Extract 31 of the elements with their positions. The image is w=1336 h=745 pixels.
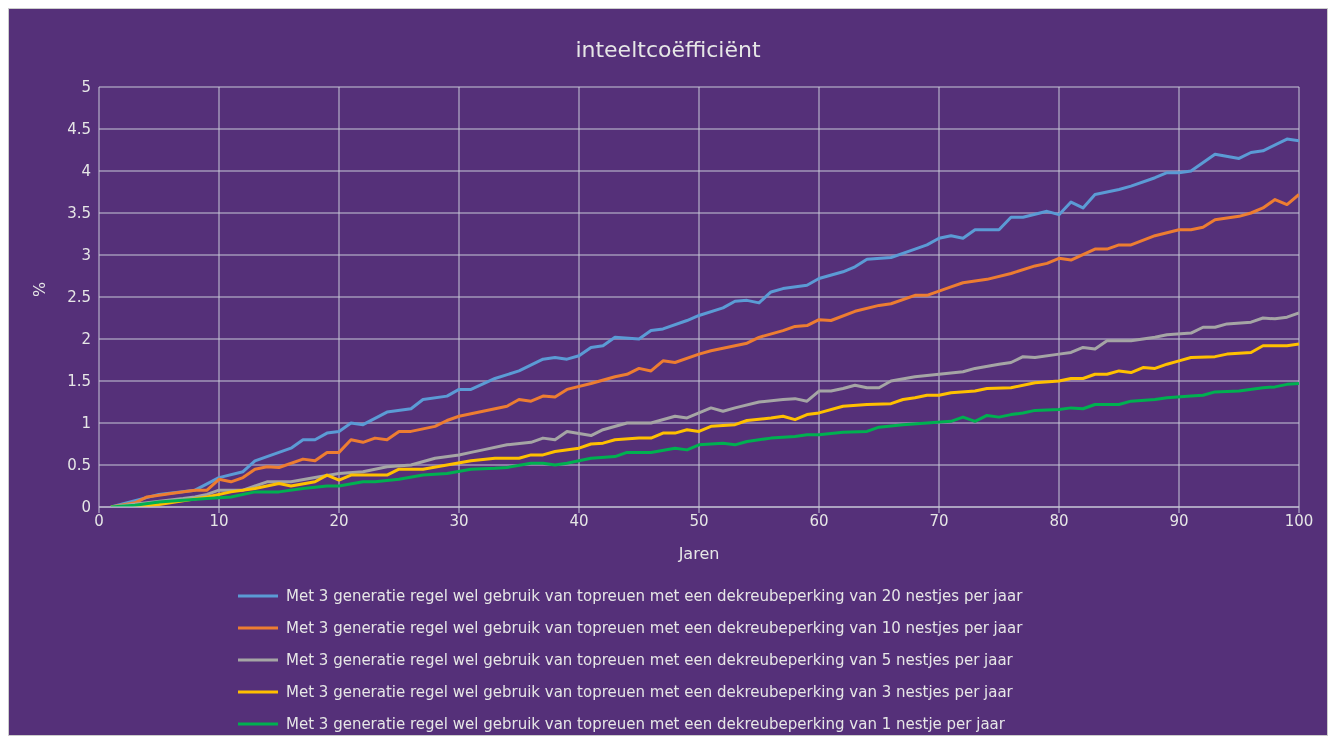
- x-tick-label: 0: [94, 511, 104, 530]
- y-tick-label: 0.5: [67, 456, 91, 475]
- x-tick-label: 20: [329, 511, 349, 530]
- x-tick-label: 90: [1169, 511, 1189, 530]
- y-tick-label: 4.5: [67, 120, 91, 139]
- chart-title: inteeltcoëfficiënt: [574, 36, 762, 64]
- legend-label: Met 3 generatie regel wel gebruik van topreuen met een dekreubeperking van 1 nestje per jaar: [286, 715, 1005, 733]
- legend-label: Met 3 generatie regel wel gebruik van topreuen met een dekreubeperking van 3 nestjes per jaar: [286, 683, 1013, 701]
- legend-label: Met 3 generatie regel wel gebruik van topreuen met een dekreubeperking van 10 nestjes per jaar: [286, 619, 1023, 637]
- y-tick-label: 2.5: [67, 288, 91, 307]
- x-tick-label: 30: [449, 511, 469, 530]
- x-tick-label: 50: [689, 511, 709, 530]
- y-axis-title: %: [29, 281, 49, 297]
- x-tick-label: 100: [1284, 511, 1314, 530]
- legend-label: Met 3 generatie regel wel gebruik van topreuen met een dekreubeperking van 20 nestjes per jaar: [286, 587, 1023, 605]
- x-axis-title: Jaren: [677, 544, 720, 563]
- x-tick-label: 80: [1049, 511, 1069, 530]
- y-tick-label: 4: [81, 162, 91, 181]
- x-tick-label: 40: [569, 511, 589, 530]
- y-tick-label: 5: [81, 78, 91, 97]
- y-tick-label: 3: [81, 246, 91, 265]
- line-series: [109, 382, 1299, 507]
- x-tick-label: 70: [929, 511, 949, 530]
- y-tick-label: 0: [81, 498, 91, 517]
- x-tick-label: 10: [209, 511, 229, 530]
- legend-label: Met 3 generatie regel wel gebruik van topreuen met een dekreubeperking van 5 nestjes per jaar: [286, 651, 1013, 669]
- x-tick-label: 60: [809, 511, 829, 530]
- y-tick-label: 1.5: [67, 372, 91, 391]
- y-tick-label: 1: [81, 414, 91, 433]
- y-tick-label: 3.5: [67, 204, 91, 223]
- y-tick-label: 2: [81, 330, 91, 349]
